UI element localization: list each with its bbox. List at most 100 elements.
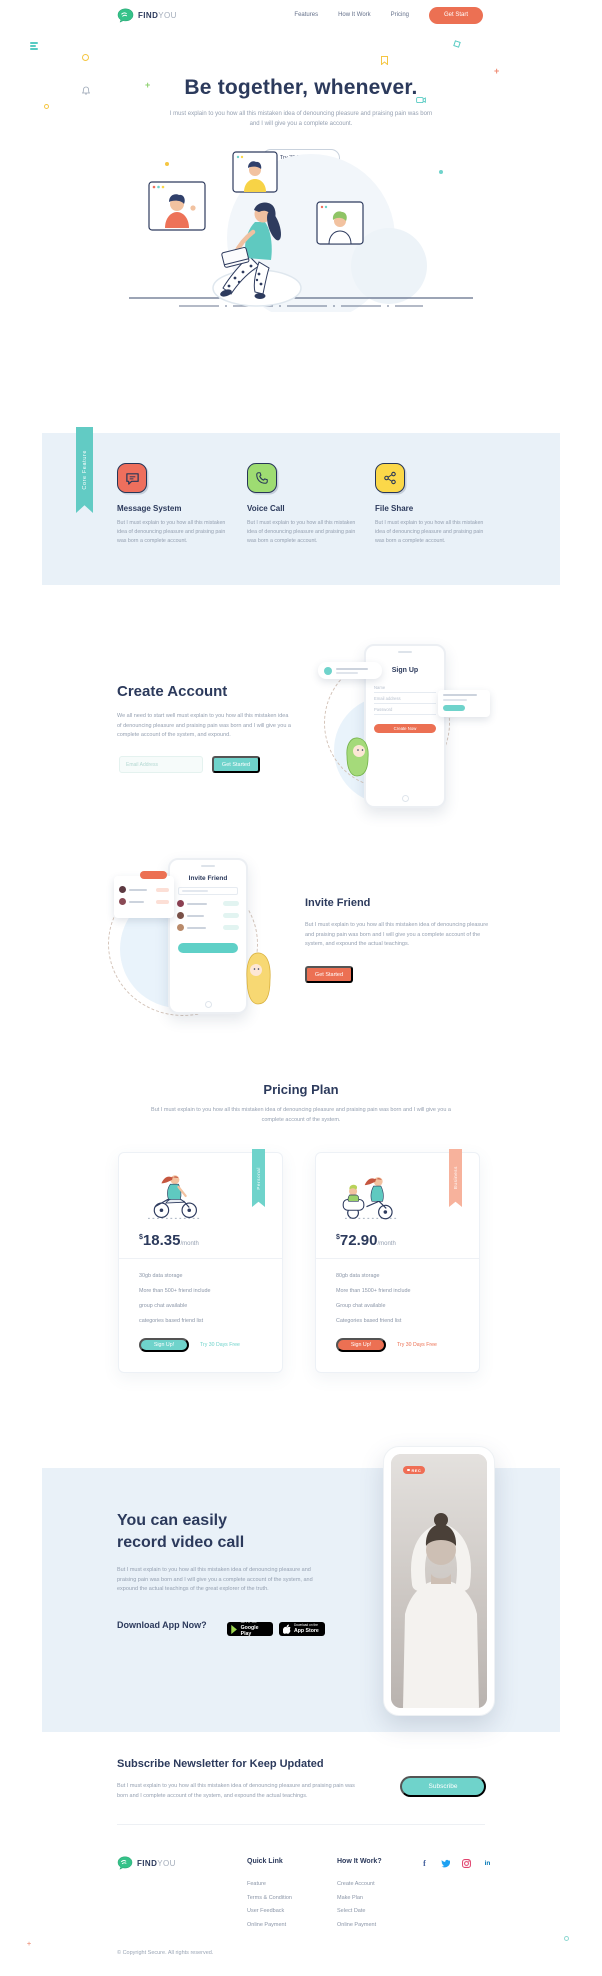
friends-side-card: [114, 871, 174, 918]
feature-title: Voice Call: [247, 504, 285, 513]
footer-column-title: Quick Link: [247, 1858, 283, 1865]
pricing-card-business: Business $72.90/month 80gb data storage: [315, 1149, 480, 1373]
feature-text: But I must explain to you how all this m…: [247, 520, 356, 544]
linkedin-icon[interactable]: in: [484, 1860, 491, 1867]
subscribe-title: Subscribe Newsletter for Keep Updated: [117, 1758, 324, 1770]
get-started-button[interactable]: Get Started: [212, 756, 260, 773]
plan-signup-button[interactable]: Sign Up!: [139, 1338, 189, 1352]
plan-trial-link[interactable]: Try 30 Days Free: [200, 1342, 240, 1348]
footer-link[interactable]: Online Payment: [247, 1921, 287, 1928]
plan-feature: group chat available: [139, 1303, 188, 1309]
footer-link[interactable]: Create Account: [337, 1881, 375, 1887]
nav-how-it-work[interactable]: How It Work: [338, 12, 371, 18]
load-more-button: [178, 943, 238, 953]
email-input[interactable]: [119, 756, 203, 773]
currency: $: [336, 1234, 340, 1241]
download-app-label: Download App Now?: [117, 1620, 207, 1630]
notification-chip: [318, 662, 382, 679]
peeking-character: [246, 952, 271, 1005]
footer-logo[interactable]: FINDYOU: [117, 1856, 176, 1870]
core-features-section: Core Feature Message System But I must e…: [42, 427, 560, 585]
video-call-photo: [391, 1454, 487, 1708]
friend-row: [119, 886, 169, 893]
plan-feature: 80gb data storage: [336, 1273, 380, 1279]
copyright-text: © Copyright Secure. All rights reserved.: [117, 1950, 214, 1956]
price: 18.35: [142, 1232, 181, 1249]
hero-illustration: [129, 151, 473, 312]
get-start-button[interactable]: Get Start: [429, 6, 483, 24]
instagram-icon[interactable]: [462, 1859, 471, 1868]
confetti-lines-icon: [30, 42, 38, 51]
facebook-icon[interactable]: f: [423, 1859, 426, 1868]
apple-icon: [283, 1624, 291, 1634]
video-window-left: [148, 181, 206, 231]
confetti-plus-icon: +: [27, 1941, 32, 1948]
subscribe-button[interactable]: Subscribe: [400, 1776, 486, 1797]
phone-icon: [247, 463, 277, 493]
nav-features[interactable]: Features: [294, 12, 319, 18]
footer-link[interactable]: Make Plan: [337, 1894, 363, 1901]
app-store-badge[interactable]: Download on the App Store: [279, 1622, 325, 1636]
signup-phone-title: Sign Up: [391, 667, 419, 674]
phone-screen: REC: [391, 1454, 487, 1708]
header: FINDYOU Features How It Work Pricing Get…: [0, 0, 602, 30]
scooter-illustration: [342, 1177, 397, 1220]
main-nav: Features How It Work Pricing Get Start: [294, 0, 483, 30]
plan-feature: More than 1500+ friend include: [336, 1288, 411, 1294]
footer-column-how-it-work: How It Work? Create Account Make Plan Se…: [337, 1858, 382, 1932]
core-feature-ribbon: Core Feature: [76, 427, 93, 513]
chat-bubble-logo-icon: [117, 1856, 133, 1870]
footer-column-quick-link: Quick Link Feature Terms & Condition Use…: [247, 1858, 292, 1932]
personal-ribbon: Personal: [252, 1149, 265, 1207]
hero-subtitle: I must explain to you how all this mista…: [169, 111, 433, 127]
friend-row: [177, 924, 239, 931]
video-chat-icon: [416, 97, 426, 104]
google-play-badge[interactable]: GET IT ON Google Play: [227, 1620, 273, 1637]
invite-phone-title: Invite Friend: [188, 875, 228, 882]
invite-get-started-button[interactable]: Get Started: [305, 966, 353, 983]
rec-badge: REC: [403, 1466, 426, 1474]
footer-link[interactable]: User Feedback: [247, 1908, 285, 1914]
confetti-plus-icon: +: [494, 66, 500, 76]
brand-wordmark: FINDYOU: [137, 1858, 176, 1868]
feature-card-voice-call: Voice Call But I must explain to you how…: [247, 463, 361, 546]
signup-field-email: Email address: [374, 693, 436, 704]
pricing-subtitle: But I must explain to you how all this m…: [151, 1107, 451, 1123]
currency: $: [139, 1234, 143, 1241]
plan-signup-button[interactable]: Sign Up!: [336, 1338, 386, 1352]
confetti-ring-icon: [564, 1936, 569, 1941]
plan-feature: Categories based friend list: [336, 1318, 402, 1324]
subscribe-text: But I must explain to you how all this m…: [117, 1783, 355, 1799]
avatar: [324, 666, 332, 675]
feature-card-file-share: File Share But I must explain to you how…: [375, 463, 489, 546]
footer-link[interactable]: Select Date: [337, 1908, 366, 1914]
footer-link[interactable]: Online Payment: [337, 1921, 377, 1928]
twitter-icon[interactable]: [441, 1859, 450, 1868]
motorbike-illustration: [148, 1175, 200, 1219]
record-phone-mockup: REC: [383, 1446, 495, 1716]
footer-link[interactable]: Terms & Condition: [247, 1894, 292, 1901]
social-links: f in: [420, 1859, 492, 1868]
signup-field-password: Password: [374, 704, 436, 715]
pricing-card-personal: Personal $18.35/month 30gb data storage …: [118, 1149, 283, 1373]
message-icon: [117, 463, 147, 493]
pricing-title: Pricing Plan: [263, 1082, 339, 1097]
signup-phone-mockup: Sign Up Name Email address Password Crea…: [318, 638, 490, 816]
price: 72.90: [339, 1232, 378, 1249]
footer-column-title: How It Work?: [337, 1858, 382, 1865]
footer-link[interactable]: Feature: [247, 1881, 266, 1887]
plan-feature: 30gb data storage: [139, 1273, 183, 1279]
price-period: /month: [377, 1241, 396, 1247]
invite-phone-mockup: Invite Friend: [106, 852, 296, 1020]
peeking-character: [346, 737, 369, 777]
search-field: [178, 887, 238, 895]
brand-logo[interactable]: FINDYOU: [117, 8, 177, 23]
plan-feature: More than 500+ friend include: [139, 1288, 211, 1294]
plan-trial-link[interactable]: Try 30 Days Free: [397, 1342, 437, 1348]
bookmark-icon: [381, 56, 388, 65]
feature-text: But I must explain to you how all this m…: [117, 520, 226, 544]
chat-bubble-logo-icon: [117, 8, 134, 23]
nav-pricing[interactable]: Pricing: [390, 12, 409, 18]
feature-title: File Share: [375, 504, 414, 513]
video-window-top: [232, 151, 278, 193]
